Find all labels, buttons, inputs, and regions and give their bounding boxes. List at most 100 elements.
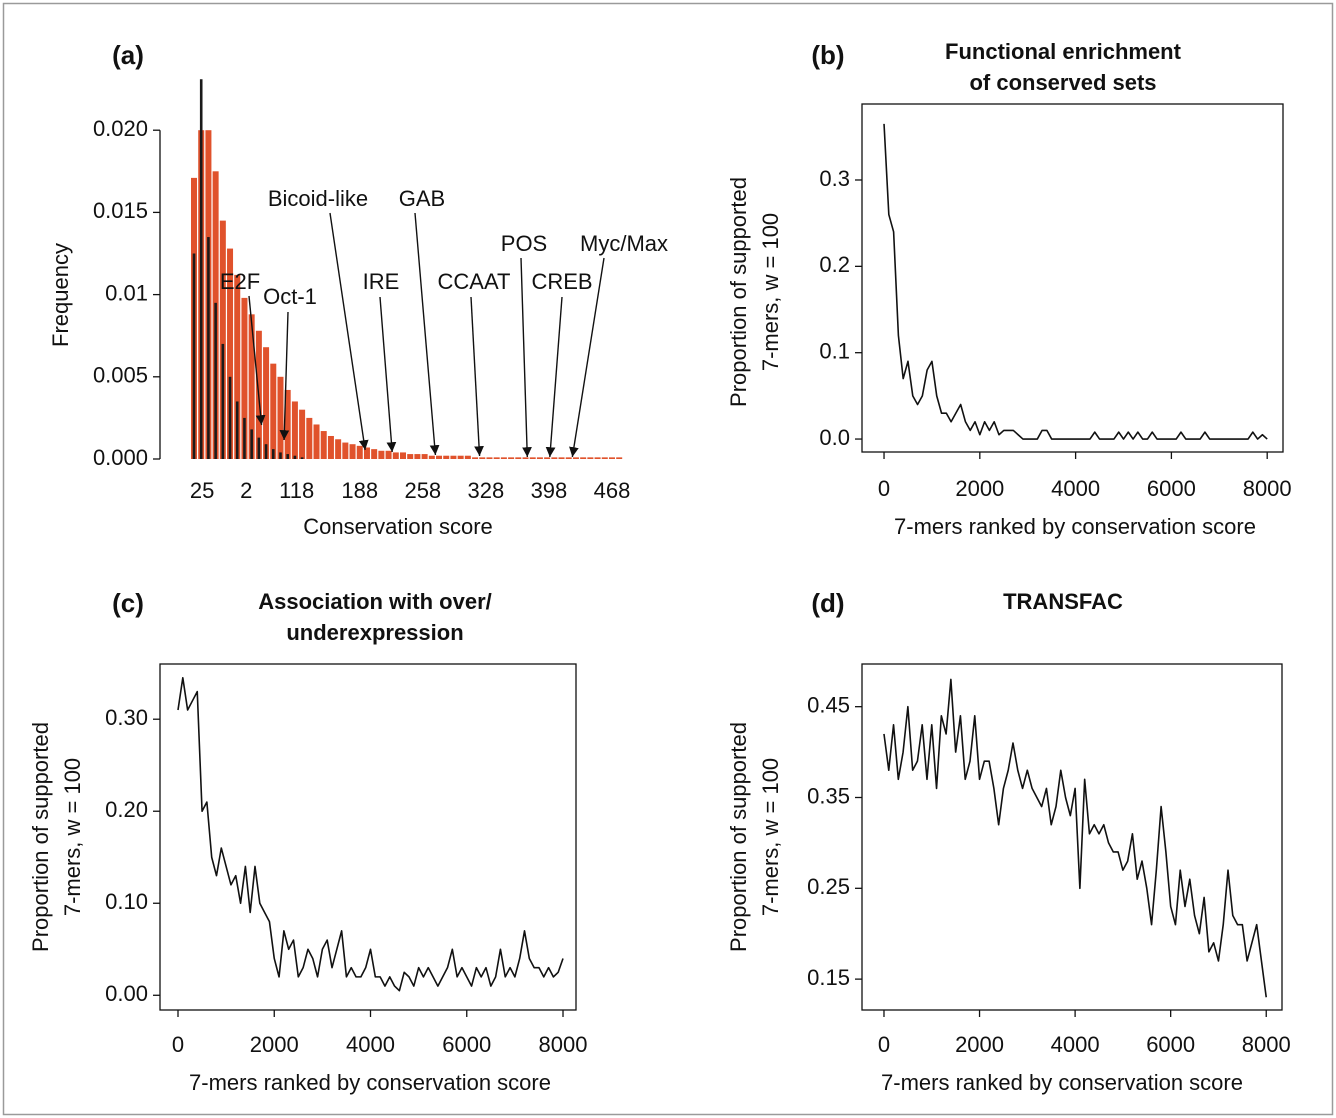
y-tick-label: 0.20: [105, 797, 148, 822]
bar: [594, 457, 601, 459]
overlay-bar: [300, 457, 304, 459]
overlay-bar: [286, 454, 289, 459]
bar: [544, 457, 551, 459]
x-tick-label: 6000: [1147, 476, 1196, 501]
annotation-arrow: [545, 296, 563, 458]
annotation: Bicoid-like: [268, 186, 368, 211]
bar: [515, 457, 522, 459]
bar: [335, 439, 342, 459]
overlay-bar: [214, 302, 217, 459]
plot-frame: [861, 663, 1283, 1011]
annotation: POS: [501, 231, 547, 256]
x-tick-label: 0: [878, 476, 890, 501]
chart-title: of conserved sets: [969, 70, 1156, 95]
chart-title: Functional enrichment: [945, 39, 1182, 64]
bar: [399, 452, 406, 459]
bar: [270, 363, 277, 459]
x-axis-label: 7-mers ranked by conservation score: [881, 1070, 1243, 1095]
bar: [349, 444, 356, 459]
bar: [284, 389, 291, 459]
bar: [565, 457, 572, 459]
x-tick-label: 0: [172, 1032, 184, 1057]
bar: [392, 452, 399, 459]
overlay-bar: [250, 429, 253, 459]
line: [177, 677, 564, 992]
y-tick-label: 0.01: [105, 280, 148, 305]
overlay-bar: [271, 449, 275, 459]
y-axis-label: 7-mers, w = 100: [758, 758, 783, 916]
overlay-bar: [192, 253, 196, 459]
y-axis-label: Frequency: [48, 243, 73, 347]
bar: [385, 450, 392, 459]
bar: [219, 220, 226, 459]
annotation-arrow: [569, 257, 605, 458]
annotation-arrow: [279, 311, 290, 441]
bar: [558, 457, 565, 459]
x-tick-label: 398: [531, 478, 568, 503]
annotation: IRE: [363, 269, 400, 294]
overlay-bar: [207, 237, 210, 459]
x-axis-label: 7-mers ranked by conservation score: [189, 1070, 551, 1095]
bar: [320, 431, 327, 459]
bar: [227, 248, 234, 459]
bar: [457, 455, 464, 459]
panel-label: (c): [112, 588, 144, 618]
bar: [421, 454, 428, 459]
bar: [479, 457, 486, 459]
bar: [342, 442, 349, 459]
bar: [313, 424, 320, 459]
bar: [443, 455, 450, 459]
x-tick-label: 8000: [1243, 476, 1292, 501]
y-tick-label: 0.15: [807, 965, 850, 990]
y-tick-label: 0.25: [807, 874, 850, 899]
y-axis-label: Proportion of supported: [726, 177, 751, 407]
x-tick-label: 188: [341, 478, 378, 503]
y-tick-label: 0.35: [807, 783, 850, 808]
annotation: GAB: [399, 186, 445, 211]
annotation-arrow: [248, 295, 266, 426]
overlay-bar: [279, 452, 282, 459]
chart-title: underexpression: [286, 620, 463, 645]
bar: [248, 314, 255, 459]
overlay-bar: [293, 455, 297, 459]
bar: [472, 457, 479, 459]
bar: [587, 457, 594, 459]
y-tick-label: 0.015: [93, 198, 148, 223]
x-tick-label: 8000: [539, 1032, 588, 1057]
bar: [536, 457, 543, 459]
overlay-bar: [243, 417, 246, 459]
annotation: E2F: [220, 269, 260, 294]
overlay-bar: [264, 444, 268, 459]
x-tick-label: 2000: [955, 1032, 1004, 1057]
x-tick-label: 2: [240, 478, 252, 503]
y-axis-label: Proportion of supported: [28, 722, 53, 952]
y-tick-label: 0.2: [819, 252, 850, 277]
overlay-bar: [228, 376, 232, 459]
line: [883, 123, 1268, 440]
annotation-arrow: [379, 296, 397, 453]
overlay-bar: [257, 437, 261, 459]
x-tick-label: 4000: [1051, 476, 1100, 501]
y-axis-label: Proportion of supported: [726, 722, 751, 952]
bar: [616, 457, 623, 459]
y-axis-label: 7-mers, w = 100: [758, 213, 783, 371]
bar: [464, 455, 471, 459]
bar: [263, 347, 270, 459]
chart-title: Association with over/: [258, 589, 492, 614]
y-tick-label: 0.005: [93, 363, 148, 388]
bar: [291, 401, 298, 459]
bar: [500, 457, 507, 459]
annotation-arrow: [520, 257, 532, 458]
bar: [378, 450, 385, 459]
bar: [356, 445, 363, 459]
overlay-bar: [199, 79, 203, 460]
plot-frame: [861, 103, 1284, 453]
annotation: Myc/Max: [580, 231, 668, 256]
bar: [299, 409, 306, 459]
bar: [493, 457, 500, 459]
overlay-bar: [221, 343, 225, 459]
y-tick-label: 0.30: [105, 705, 148, 730]
x-tick-label: 328: [468, 478, 505, 503]
x-tick-label: 0: [878, 1032, 890, 1057]
